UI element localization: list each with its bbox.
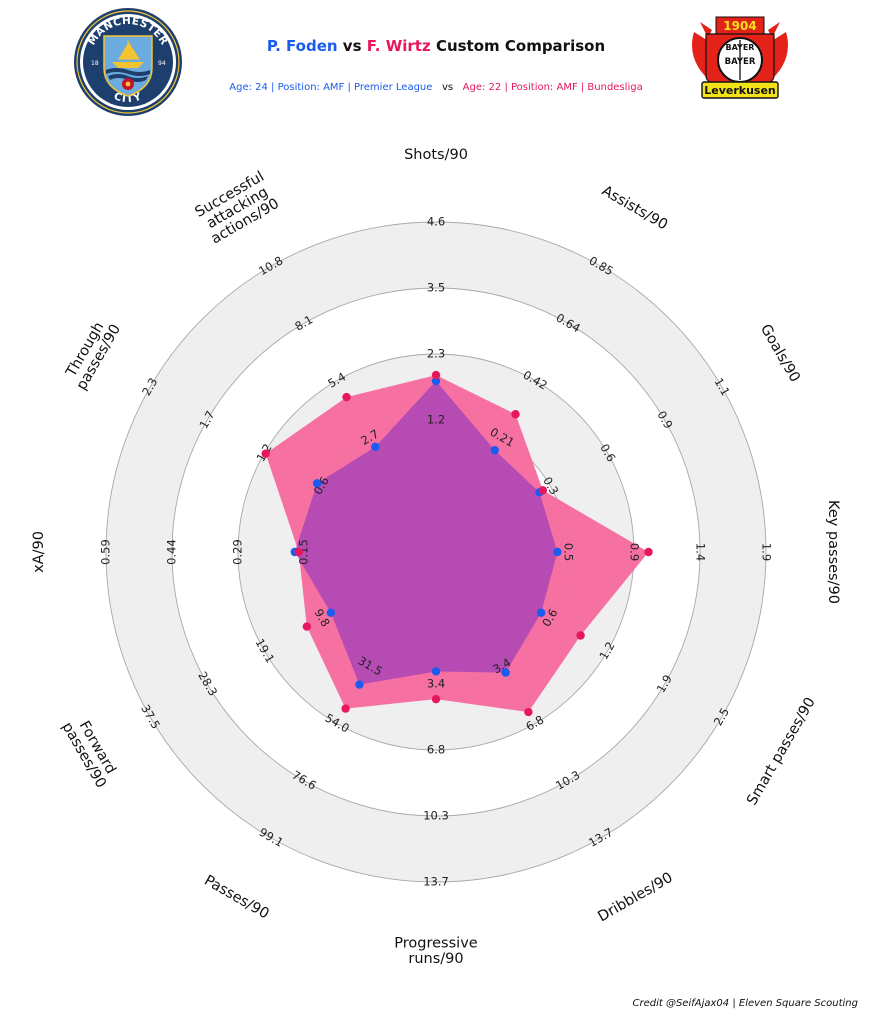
chart-title: P. Foden vs F. Wirtz Custom Comparison xyxy=(0,37,872,55)
axis-label: Successfulattackingactions/90 xyxy=(193,169,283,248)
series-foden-area xyxy=(294,381,558,685)
foden-point xyxy=(501,668,510,677)
foden-point xyxy=(490,446,499,455)
credit: Credit @SeifAjax04 | Eleven Square Scout… xyxy=(632,998,858,1009)
tick-label: 3.5 xyxy=(427,281,445,295)
wirtz-point xyxy=(302,622,312,631)
foden-point xyxy=(312,479,322,488)
title-vs: vs xyxy=(342,37,362,55)
player1-name: P. Foden xyxy=(266,37,338,55)
mc-right-num: 94 xyxy=(158,60,166,67)
wirtz-point xyxy=(431,370,441,380)
foden-point xyxy=(431,376,441,386)
tick-label: 1.4 xyxy=(694,543,708,561)
svg-text:CITY: CITY xyxy=(112,90,143,105)
axis-label: xA/90 xyxy=(31,531,47,573)
wirtz-point xyxy=(431,694,441,704)
player1-info: Age: 24 | Position: AMF | Premier League xyxy=(229,82,433,93)
axis-label: Dribbles/90 xyxy=(595,870,675,926)
tick-label: 10.3 xyxy=(423,809,449,823)
tick-label: 13.7 xyxy=(423,875,449,889)
axis-label: Forwardpasses/90 xyxy=(59,712,123,791)
header: P. Foden vs F. Wirtz Custom Comparison A… xyxy=(0,0,872,120)
wirtz-point xyxy=(538,486,548,495)
tick-label: 4.6 xyxy=(427,215,445,229)
tick-label: 0.59 xyxy=(99,539,113,565)
mc-text-bottom: CITY xyxy=(112,90,142,105)
mc-left-num: 18 xyxy=(91,60,99,67)
tick-label: 1.2 xyxy=(427,413,445,427)
wirtz-point xyxy=(294,547,303,557)
axis-label: Goals/90 xyxy=(757,322,803,385)
wirtz-point xyxy=(342,392,351,402)
axis-label: Key passes/90 xyxy=(825,500,841,604)
player2-info: Age: 22 | Position: AMF | Bundesliga xyxy=(462,82,643,93)
axis-label: Throughpasses/90 xyxy=(60,314,124,393)
tick-label: 0.29 xyxy=(231,539,245,565)
wirtz-point xyxy=(511,410,520,419)
axis-label: Passes/90 xyxy=(201,873,271,923)
tick-label: 2.3 xyxy=(427,347,445,361)
tick-label: 0.15 xyxy=(297,539,311,565)
b04-banner: Leverkusen xyxy=(704,84,776,97)
axis-label: Assists/90 xyxy=(599,183,670,233)
tick-label: 3.4 xyxy=(427,677,445,691)
tick-label: 0.9 xyxy=(628,543,642,561)
axis-label: Progressive runs/90 xyxy=(394,935,477,967)
foden-point xyxy=(536,608,546,617)
wirtz-point xyxy=(341,704,350,713)
wirtz-point xyxy=(644,547,653,557)
foden-point xyxy=(355,680,364,689)
wirtz-point xyxy=(524,707,533,717)
foden-point xyxy=(326,608,336,617)
tick-label: 0.44 xyxy=(165,539,179,565)
axis-label: Shots/90 xyxy=(404,147,468,163)
tick-label: 0.5 xyxy=(562,543,576,561)
manchester-city-crest-icon: MANCHESTER CITY 18 94 xyxy=(74,8,182,116)
title-suffix: Custom Comparison xyxy=(435,37,606,55)
subtitle-vs: vs xyxy=(441,82,454,93)
wirtz-point xyxy=(576,631,585,640)
foden-point xyxy=(371,442,380,452)
foden-point xyxy=(553,547,562,557)
b04-year: 1904 xyxy=(723,19,756,33)
wirtz-point xyxy=(261,449,270,458)
tick-label: 6.8 xyxy=(427,743,445,757)
subtitle: Age: 24 | Position: AMF | Premier League… xyxy=(0,82,872,93)
bayer-leverkusen-crest-icon: 1904 BAYER BAYER Leverkusen xyxy=(692,16,788,99)
axis-label: Smart passes/90 xyxy=(744,695,819,808)
player2-name: F. Wirtz xyxy=(366,37,431,55)
tick-label: 1.9 xyxy=(760,543,774,561)
foden-point xyxy=(431,667,441,676)
